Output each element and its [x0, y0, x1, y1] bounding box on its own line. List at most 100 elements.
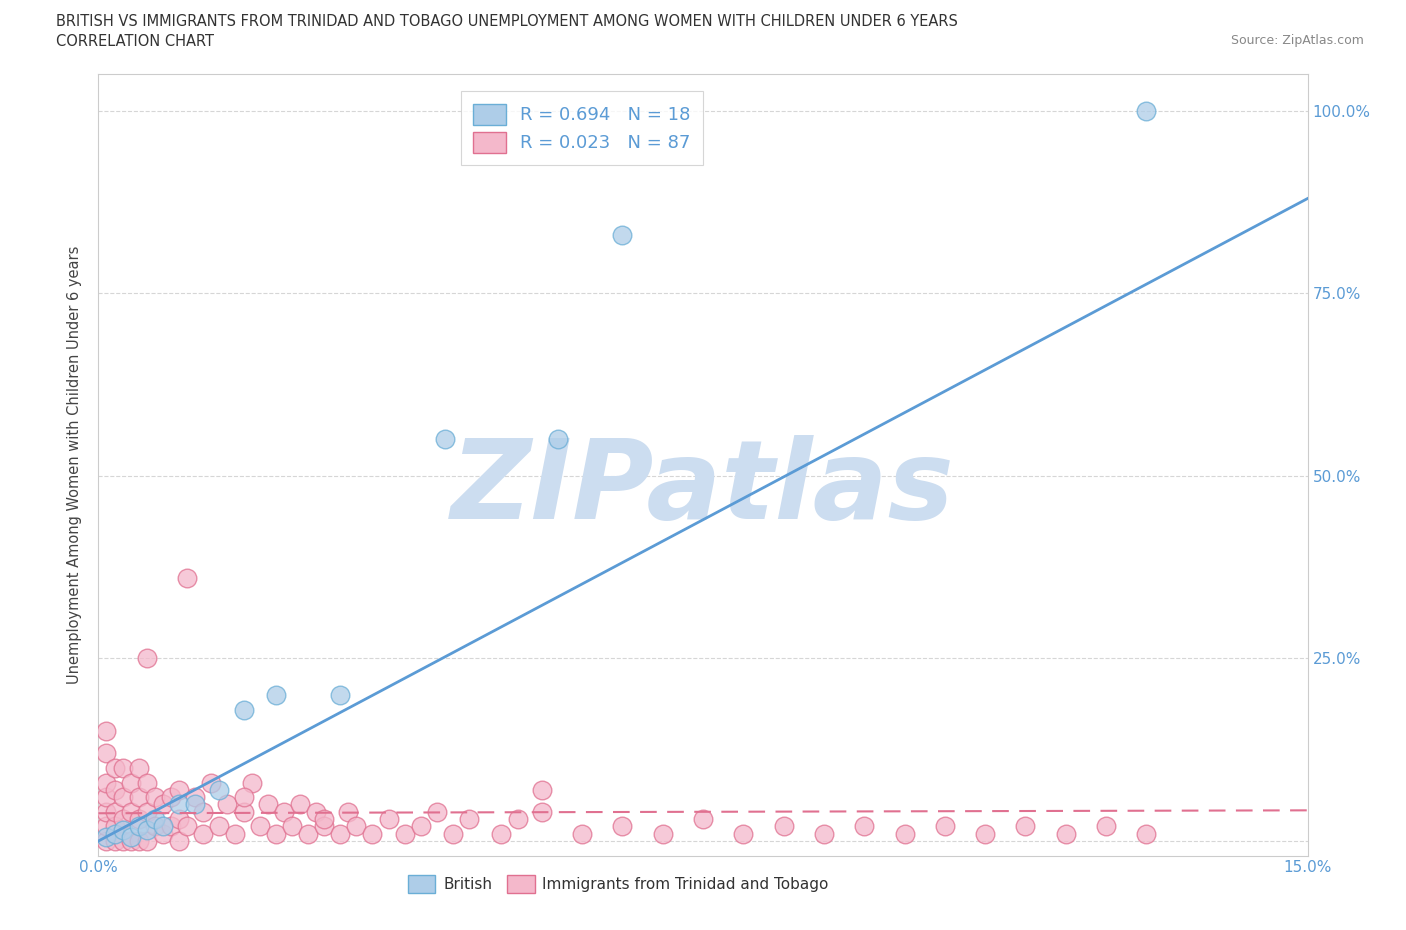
Point: [934, 819, 956, 834]
Point: [1135, 103, 1157, 118]
Point: [314, 812, 336, 827]
Point: [281, 819, 304, 834]
Point: [111, 790, 134, 804]
Point: [232, 790, 254, 804]
Point: [530, 804, 553, 819]
Point: [530, 782, 553, 797]
Point: [111, 823, 134, 838]
Point: [160, 790, 183, 804]
Point: [135, 651, 157, 666]
Point: [111, 761, 134, 776]
Point: [240, 775, 263, 790]
Point: [893, 826, 915, 841]
Point: [200, 775, 222, 790]
Point: [491, 826, 513, 841]
Point: [208, 819, 231, 834]
Point: [111, 833, 134, 848]
Point: [167, 797, 190, 812]
Point: [176, 571, 198, 586]
Point: [232, 804, 254, 819]
Point: [1095, 819, 1118, 834]
Point: [103, 819, 125, 834]
Point: [651, 826, 673, 841]
Point: [96, 830, 118, 844]
Point: [184, 790, 207, 804]
Text: BRITISH VS IMMIGRANTS FROM TRINIDAD AND TOBAGO UNEMPLOYMENT AMONG WOMEN WITH CHI: BRITISH VS IMMIGRANTS FROM TRINIDAD AND …: [56, 14, 957, 29]
Point: [297, 826, 319, 841]
Point: [135, 775, 157, 790]
Point: [377, 812, 399, 827]
Point: [344, 819, 367, 834]
Point: [96, 833, 118, 848]
Point: [249, 819, 271, 834]
Point: [441, 826, 464, 841]
Point: [264, 826, 287, 841]
Point: [409, 819, 432, 834]
Point: [208, 782, 231, 797]
Y-axis label: Unemployment Among Women with Children Under 6 years: Unemployment Among Women with Children U…: [67, 246, 83, 684]
Point: [128, 812, 150, 827]
Point: [152, 797, 174, 812]
Point: [426, 804, 449, 819]
Point: [458, 812, 481, 827]
Point: [128, 833, 150, 848]
Point: [612, 228, 634, 243]
Point: [96, 746, 118, 761]
Point: [1014, 819, 1036, 834]
Point: [167, 833, 190, 848]
Point: [103, 761, 125, 776]
Text: Source: ZipAtlas.com: Source: ZipAtlas.com: [1230, 34, 1364, 47]
Point: [152, 826, 174, 841]
Point: [184, 797, 207, 812]
Point: [120, 833, 142, 848]
Point: [96, 775, 118, 790]
Point: [329, 687, 352, 702]
Point: [135, 833, 157, 848]
Point: [193, 826, 215, 841]
Point: [176, 819, 198, 834]
Point: [120, 804, 142, 819]
Point: [128, 790, 150, 804]
Point: [692, 812, 714, 827]
Point: [120, 830, 142, 844]
Point: [853, 819, 876, 834]
Point: [288, 797, 311, 812]
Point: [571, 826, 593, 841]
Point: [273, 804, 295, 819]
Point: [120, 775, 142, 790]
Point: [974, 826, 997, 841]
Point: [96, 819, 118, 834]
Point: [547, 432, 569, 447]
Point: [224, 826, 246, 841]
Point: [394, 826, 416, 841]
Point: [733, 826, 755, 841]
Point: [217, 797, 239, 812]
Point: [337, 804, 360, 819]
Point: [128, 819, 150, 834]
Point: [329, 826, 352, 841]
Point: [135, 804, 157, 819]
Point: [143, 819, 166, 834]
Legend: British, Immigrants from Trinidad and Tobago: British, Immigrants from Trinidad and To…: [402, 869, 835, 898]
Point: [160, 819, 183, 834]
Point: [813, 826, 835, 841]
Point: [167, 782, 190, 797]
Point: [111, 812, 134, 827]
Point: [96, 724, 118, 739]
Point: [193, 804, 215, 819]
Text: CORRELATION CHART: CORRELATION CHART: [56, 34, 214, 49]
Point: [314, 819, 336, 834]
Point: [135, 823, 157, 838]
Point: [256, 797, 278, 812]
Point: [128, 761, 150, 776]
Point: [1135, 826, 1157, 841]
Point: [103, 833, 125, 848]
Point: [305, 804, 328, 819]
Point: [264, 687, 287, 702]
Point: [434, 432, 457, 447]
Point: [143, 790, 166, 804]
Point: [143, 812, 166, 827]
Point: [96, 790, 118, 804]
Point: [167, 812, 190, 827]
Point: [1054, 826, 1077, 841]
